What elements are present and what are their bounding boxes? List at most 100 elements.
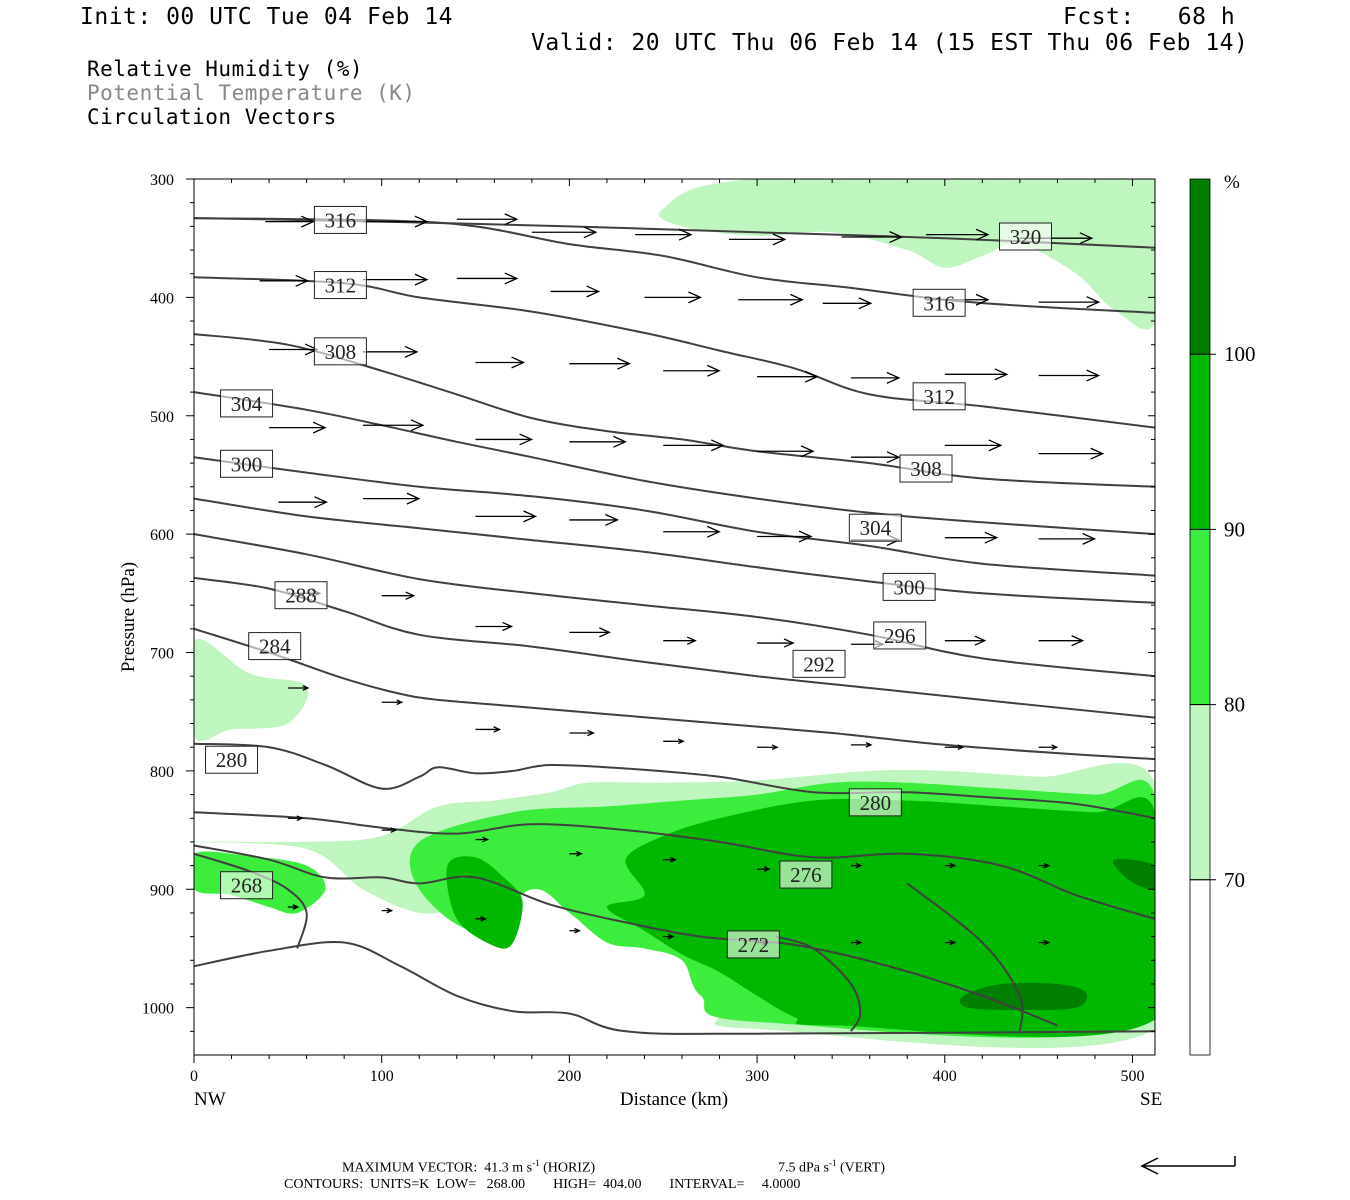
vector-50 [757, 638, 795, 648]
contour-label-284: 284 [248, 632, 302, 661]
vector-69 [850, 862, 863, 869]
vector-12 [550, 285, 601, 298]
svg-text:316: 316 [923, 291, 955, 315]
isentrope-256 [906, 882, 1024, 1032]
colorbar-segment-3 [1189, 353, 1211, 530]
x-tick-label-400: 400 [933, 1068, 957, 1085]
svg-text:276: 276 [790, 863, 822, 887]
vector-22 [663, 364, 721, 377]
rh-region-5 [446, 856, 523, 949]
vector-1 [362, 215, 429, 228]
contour-label-312: 312 [313, 271, 367, 300]
vector-40 [663, 525, 721, 538]
colorbar-label-80: 80 [1224, 693, 1245, 717]
vector-15 [822, 297, 873, 310]
vector-13 [644, 291, 703, 304]
max-vector-label: MAXIMUM VECTOR: [342, 1160, 478, 1176]
x-axis-label: Distance (km) [620, 1089, 728, 1110]
axis-layer: 300 400 500 600 700 800 900 1000 0 100 200 300 400 50… [142, 172, 1155, 1085]
isentrope-304 [194, 391, 1155, 536]
vector-60 [850, 742, 873, 748]
isentrope-272 [194, 844, 1058, 1027]
svg-text:304: 304 [860, 516, 892, 540]
svg-text:308: 308 [910, 457, 942, 481]
vector-76 [663, 933, 675, 940]
vector-48 [569, 627, 611, 638]
svg-text:320: 320 [1010, 225, 1042, 249]
contour-label-layer: 316 312 308 304 300 288 284 280 268 320 316 312 308 3… [205, 205, 1052, 959]
vector-26 [1038, 369, 1101, 382]
contour-label-288: 288 [274, 581, 328, 610]
isentrope-264 [194, 852, 308, 949]
init-time: Init: 00 UTC Tue 04 Feb 14 [80, 4, 454, 30]
vector-49 [663, 636, 697, 645]
max-v-tag: (VERT) [839, 1160, 885, 1176]
vector-75 [569, 927, 581, 934]
plot-frame [193, 178, 1156, 1056]
contour-label-316: 316 [313, 205, 367, 234]
x-end-left: NW [194, 1089, 226, 1110]
isentrope-268 [194, 940, 1155, 1035]
contour-label-312: 312 [912, 382, 966, 411]
max-h-tag: (HORIZ) [543, 1160, 596, 1176]
vector-21 [569, 357, 631, 370]
svg-text:312: 312 [923, 385, 955, 409]
forecast-hour: Fcst: 68 h [1063, 4, 1236, 30]
vector-37 [362, 492, 421, 505]
svg-text:284: 284 [259, 635, 291, 659]
vector-43 [944, 531, 999, 544]
legend-rh: Relative Humidity (%) [87, 57, 364, 81]
vector-70 [944, 862, 957, 869]
colorbar-label-90: 90 [1224, 517, 1245, 541]
vector-58 [663, 738, 685, 745]
colorbar-label-70: 70 [1224, 868, 1245, 892]
contour-label-304: 304 [848, 513, 902, 542]
vector-55 [381, 699, 404, 706]
vector-39 [569, 513, 619, 526]
vector-23 [757, 370, 819, 383]
vector-17 [1038, 296, 1101, 309]
vector-19 [362, 345, 419, 358]
vector-10 [362, 273, 429, 286]
rh-region-8 [959, 982, 1087, 1011]
max-vector-vert: 7.5 dPa s-1 (VERT) [778, 1158, 885, 1177]
vector-57 [569, 729, 595, 737]
svg-text:312: 312 [325, 274, 357, 298]
contour-label-296: 296 [873, 621, 927, 650]
vector-61 [944, 744, 965, 751]
y-tick-label-500: 500 [150, 409, 174, 426]
contour-label-308: 308 [899, 454, 953, 483]
vector-14 [738, 293, 804, 306]
vector-68 [757, 866, 771, 872]
vector-28 [362, 419, 425, 432]
colorbar-segment-0 [1189, 879, 1211, 1056]
isentrope-300 [194, 456, 1155, 577]
vector-74 [475, 916, 488, 922]
isentrope-296 [194, 497, 1155, 604]
vector-62 [1038, 744, 1059, 751]
vector-4 [635, 228, 693, 241]
svg-text:288: 288 [285, 584, 317, 608]
colorbar-unit: % [1224, 172, 1240, 193]
max-vector-line: MAXIMUM VECTOR: 41.3 m s-1 (HORIZ) [342, 1158, 595, 1177]
vector-2 [456, 213, 519, 226]
isentrope-276 [194, 811, 1155, 920]
isentrope-292 [194, 533, 1155, 678]
reference-arrow [1140, 1156, 1236, 1175]
vector-65 [475, 836, 490, 843]
legend-theta: Potential Temperature (K) [87, 81, 416, 105]
vector-67 [663, 856, 677, 863]
contour-info: CONTOURS: UNITS=K LOW= 268.00 HIGH= 404.… [284, 1177, 801, 1192]
svg-text:304: 304 [231, 392, 263, 416]
y-tick-label-800: 800 [150, 764, 174, 781]
y-tick-label-400: 400 [150, 290, 174, 307]
vector-20 [475, 356, 526, 369]
contour-label-280: 280 [848, 788, 902, 817]
vector-6 [841, 231, 904, 243]
colorbar-segment-4 [1189, 178, 1211, 355]
contour-label-308: 308 [313, 337, 367, 366]
svg-text:280: 280 [860, 791, 892, 815]
svg-text:280: 280 [216, 748, 248, 772]
legend-vectors: Circulation Vectors [87, 105, 337, 129]
vector-33 [850, 451, 901, 464]
